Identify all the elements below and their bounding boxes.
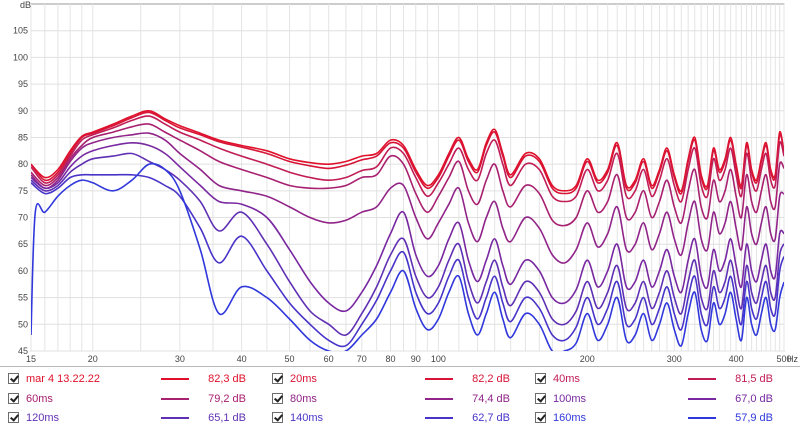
y-tick-label: 75 <box>18 186 28 196</box>
x-tick-label: 40 <box>237 354 247 364</box>
legend-item[interactable]: 60ms 79,2 dB <box>8 390 258 408</box>
legend-checkbox[interactable] <box>272 373 283 384</box>
legend-series-name: 120ms <box>26 412 60 424</box>
x-tick-labels: 15 20 30 40 50 60 70 80 90 100 200 300 400 500 <box>26 354 792 364</box>
y-tick-label: 70 <box>18 213 28 223</box>
y-tick-label: 100 <box>13 52 28 62</box>
x-tick-label: 15 <box>26 354 36 364</box>
legend-value: 79,2 dB <box>208 393 246 405</box>
legend-checkbox[interactable] <box>535 393 546 404</box>
y-tick-label: 50 <box>18 319 28 329</box>
legend-value: 65,1 dB <box>208 412 246 424</box>
legend-line-swatch <box>425 417 453 419</box>
legend-line-swatch <box>161 417 189 419</box>
frequency-response-chart: 45 50 55 60 65 70 75 80 85 90 95 100 105 15 20 30 40 50 6… <box>13 0 799 364</box>
legend-series-name: mar 4 13.22.22 <box>26 373 100 385</box>
legend-item[interactable]: 80ms 74,4 dB <box>272 390 522 408</box>
legend-series-name: 160ms <box>553 412 587 424</box>
grid <box>30 4 785 352</box>
series-line <box>31 142 784 313</box>
legend-checkbox[interactable] <box>272 393 283 404</box>
legend-item[interactable]: 40ms 81,5 dB <box>535 370 785 388</box>
x-tick-label: 70 <box>357 354 367 364</box>
legend-value: 82,3 dB <box>208 373 246 385</box>
legend-checkbox[interactable] <box>8 412 19 423</box>
series-line <box>31 111 784 195</box>
legend-series-name: 60ms <box>26 393 53 405</box>
legend-item[interactable]: mar 4 13.22.22 82,3 dB <box>8 370 258 388</box>
x-tick-label: 50 <box>285 354 295 364</box>
y-axis-label: dB <box>20 0 31 10</box>
legend-item[interactable]: 160ms 57,9 dB <box>535 409 785 427</box>
y-tick-label: 60 <box>18 266 28 276</box>
legend-checkbox[interactable] <box>8 373 19 384</box>
x-tick-label: 300 <box>667 354 682 364</box>
legend-series-name: 20ms <box>290 373 317 385</box>
y-tick-label: 105 <box>13 26 28 36</box>
legend-item[interactable]: 100ms 67,0 dB <box>535 390 785 408</box>
x-tick-label: 500 <box>776 354 791 364</box>
legend-series-name: 100ms <box>553 393 587 405</box>
legend: mar 4 13.22.22 82,3 dB 20ms 82,2 dB 40ms 81,5… <box>0 366 800 429</box>
x-tick-label: 60 <box>324 354 334 364</box>
y-tick-label: 95 <box>18 79 28 89</box>
legend-checkbox[interactable] <box>535 412 546 423</box>
x-tick-label: 90 <box>411 354 421 364</box>
y-tick-label: 65 <box>18 239 28 249</box>
chart-area: 45 50 55 60 65 70 75 80 85 90 95 100 105 15 20 30 40 50 6… <box>13 0 799 364</box>
series-lines <box>31 109 784 351</box>
legend-line-swatch <box>688 398 716 400</box>
series-line <box>31 115 784 203</box>
legend-line-swatch <box>425 398 453 400</box>
series-line <box>31 162 784 351</box>
legend-value: 57,9 dB <box>735 412 773 424</box>
legend-checkbox[interactable] <box>8 393 19 404</box>
legend-value: 67,0 dB <box>735 393 773 405</box>
x-tick-label: 100 <box>431 354 446 364</box>
series-line <box>31 132 784 264</box>
y-tick-label: 45 <box>18 346 28 356</box>
x-tick-label: 20 <box>88 354 98 364</box>
legend-value: 81,5 dB <box>735 373 773 385</box>
y-tick-label: 80 <box>18 159 28 169</box>
legend-line-swatch <box>425 378 453 380</box>
y-tick-label: 55 <box>18 293 28 303</box>
legend-value: 82,2 dB <box>472 373 510 385</box>
series-line <box>31 152 784 337</box>
legend-item[interactable]: 140ms 62,7 dB <box>272 409 522 427</box>
legend-line-swatch <box>688 417 716 419</box>
legend-series-name: 80ms <box>290 393 317 405</box>
legend-value: 74,4 dB <box>472 393 510 405</box>
x-tick-label: 30 <box>175 354 185 364</box>
x-axis-label: Hz <box>787 354 798 364</box>
legend-series-name: 40ms <box>553 373 580 385</box>
legend-line-swatch <box>688 378 716 380</box>
series-line <box>31 173 784 348</box>
y-tick-label: 85 <box>18 132 28 142</box>
legend-item[interactable]: 120ms 65,1 dB <box>8 409 258 427</box>
x-tick-label: 80 <box>385 354 395 364</box>
y-tick-labels: 45 50 55 60 65 70 75 80 85 90 95 100 105 <box>13 26 28 356</box>
legend-series-name: 140ms <box>290 412 324 424</box>
series-line <box>31 123 784 227</box>
x-tick-label: 200 <box>580 354 595 364</box>
legend-checkbox[interactable] <box>272 412 283 423</box>
legend-checkbox[interactable] <box>535 373 546 384</box>
legend-value: 62,7 dB <box>472 412 510 424</box>
x-tick-label: 400 <box>729 354 744 364</box>
legend-item[interactable]: 20ms 82,2 dB <box>272 370 522 388</box>
y-tick-label: 90 <box>18 106 28 116</box>
legend-line-swatch <box>161 398 189 400</box>
legend-line-swatch <box>161 378 189 380</box>
